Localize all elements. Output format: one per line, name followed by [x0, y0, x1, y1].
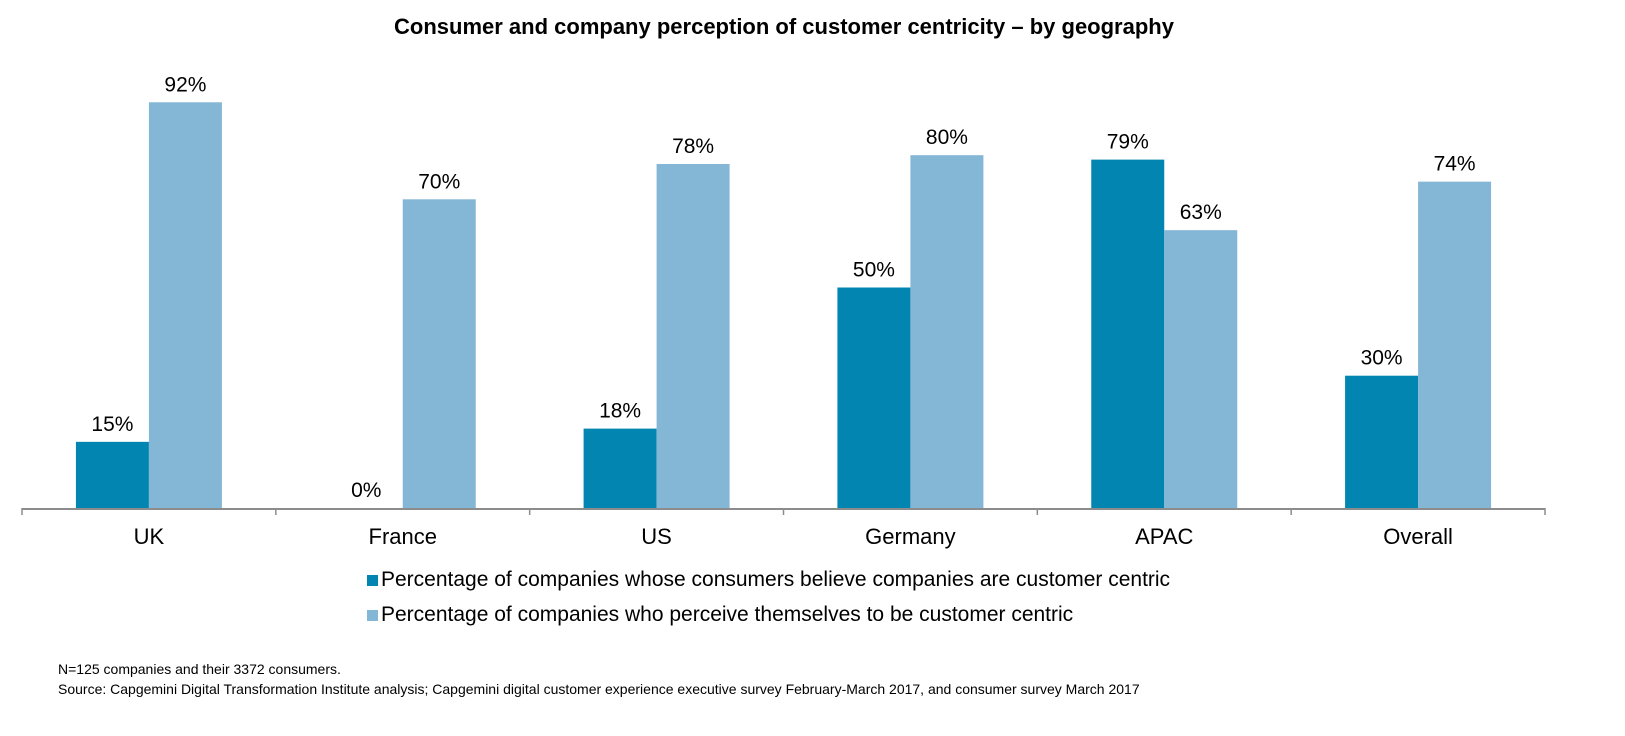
bar-apac-series-2 [1164, 230, 1238, 509]
sample-size-note: N=125 companies and their 3372 consumers… [58, 661, 341, 677]
data-label: 15% [91, 413, 133, 436]
bars-group [75, 102, 1492, 509]
bar-overall-series-1 [1345, 375, 1419, 508]
category-label: Germany [865, 524, 955, 549]
legend-item-companies: Percentage of companies who perceive the… [367, 603, 1073, 627]
data-label: 80% [926, 126, 968, 149]
category-label: France [369, 524, 437, 549]
bar-chart: 15% 92% 0% 70% 18% 78% 50% 80% 79% 63% 30% 74% UK Fr… [21, 73, 1546, 549]
data-label: 79% [1107, 131, 1149, 154]
chart-title: Consumer and company perception of custo… [394, 14, 1174, 39]
category-label: Overall [1383, 524, 1453, 549]
bar-germany-series-2 [910, 155, 984, 508]
value-labels-group: 15% 92% 0% 70% 18% 78% 50% 80% 79% 63% 30% 74% [91, 73, 1475, 502]
data-label: 78% [672, 135, 714, 158]
data-label: 18% [599, 400, 641, 423]
data-label: 70% [418, 170, 460, 193]
category-label: UK [134, 524, 165, 549]
category-label: APAC [1135, 524, 1193, 549]
legend-swatch-dark-blue [367, 574, 378, 586]
bar-france-series-2 [402, 199, 476, 509]
data-label: 92% [164, 73, 206, 96]
bar-uk-series-1 [75, 441, 149, 508]
category-labels-group: UK France US Germany APAC Overall [134, 524, 1453, 549]
data-label: 30% [1361, 347, 1403, 370]
x-axis [21, 508, 1546, 515]
source-note: Source: Capgemini Digital Transformation… [58, 681, 1140, 697]
data-label: 50% [853, 259, 895, 282]
category-label: US [641, 524, 672, 549]
bar-overall-series-2 [1418, 181, 1492, 508]
data-label: 0% [351, 479, 381, 502]
bar-uk-series-2 [148, 102, 222, 508]
data-label: 63% [1180, 201, 1222, 224]
data-label: 74% [1434, 153, 1476, 176]
bar-apac-series-1 [1091, 159, 1165, 509]
legend-swatch-light-blue [367, 609, 378, 621]
legend-label: Percentage of companies whose consumers … [381, 568, 1171, 591]
legend-item-consumers: Percentage of companies whose consumers … [367, 568, 1170, 592]
bar-germany-series-1 [837, 287, 911, 508]
legend-label: Percentage of companies who perceive the… [381, 603, 1074, 626]
bar-us-series-1 [583, 428, 657, 508]
bar-us-series-2 [656, 164, 730, 508]
